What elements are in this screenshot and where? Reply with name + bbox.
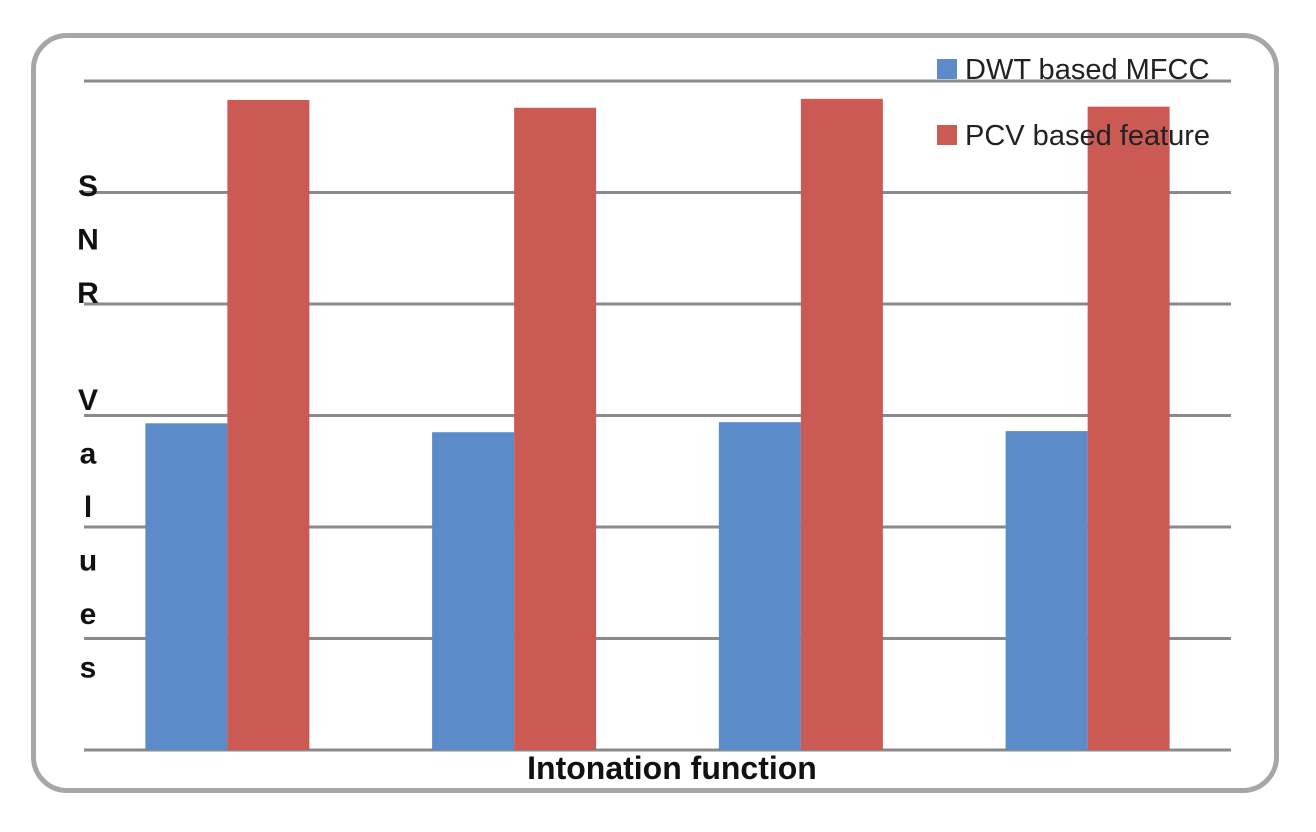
bar-pcv-3 — [800, 98, 883, 751]
x-axis-title: Intonation function — [527, 750, 817, 786]
bar-dwt-2 — [432, 432, 515, 750]
y-axis-title-char: e — [80, 598, 97, 631]
y-axis-title-char: u — [79, 545, 97, 578]
y-axis-title-char: a — [80, 438, 97, 471]
bar-dwt-1 — [145, 423, 228, 750]
legend-label-dwt: DWT based MFCC — [965, 54, 1209, 86]
bar-pcv-2 — [514, 107, 597, 750]
bar-dwt-4 — [1005, 431, 1088, 750]
y-axis-title-char: V — [78, 384, 98, 417]
legend-swatch-pcv — [937, 125, 957, 145]
bar-pcv-4 — [1087, 106, 1170, 750]
legend-label-pcv: PCV based feature — [965, 120, 1210, 152]
bar-pcv-1 — [227, 99, 310, 750]
bars — [145, 98, 1170, 751]
y-axis-title-char: N — [77, 224, 99, 257]
y-axis-title-char: R — [77, 277, 99, 310]
y-axis-title-char: s — [80, 652, 97, 685]
y-axis-title-char: l — [84, 491, 92, 524]
bar-dwt-3 — [718, 422, 801, 750]
legend-swatch-dwt — [937, 59, 957, 79]
legend: DWT based MFCC PCV based feature — [937, 54, 1210, 152]
y-axis-title-char: S — [78, 170, 98, 203]
